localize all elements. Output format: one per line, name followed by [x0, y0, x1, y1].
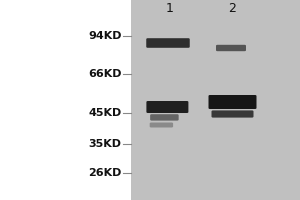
- Text: 35KD: 35KD: [88, 139, 122, 149]
- FancyBboxPatch shape: [150, 122, 173, 128]
- FancyBboxPatch shape: [208, 95, 256, 109]
- Text: 1: 1: [166, 2, 173, 16]
- FancyBboxPatch shape: [216, 45, 246, 51]
- FancyBboxPatch shape: [146, 38, 190, 48]
- Text: 45KD: 45KD: [88, 108, 122, 118]
- FancyBboxPatch shape: [150, 114, 179, 121]
- Text: 94KD: 94KD: [88, 31, 122, 41]
- FancyBboxPatch shape: [146, 101, 188, 113]
- Text: 26KD: 26KD: [88, 168, 122, 178]
- Bar: [130, 0, 300, 200]
- Text: 2: 2: [229, 2, 236, 16]
- FancyBboxPatch shape: [212, 110, 254, 118]
- Text: 66KD: 66KD: [88, 69, 122, 79]
